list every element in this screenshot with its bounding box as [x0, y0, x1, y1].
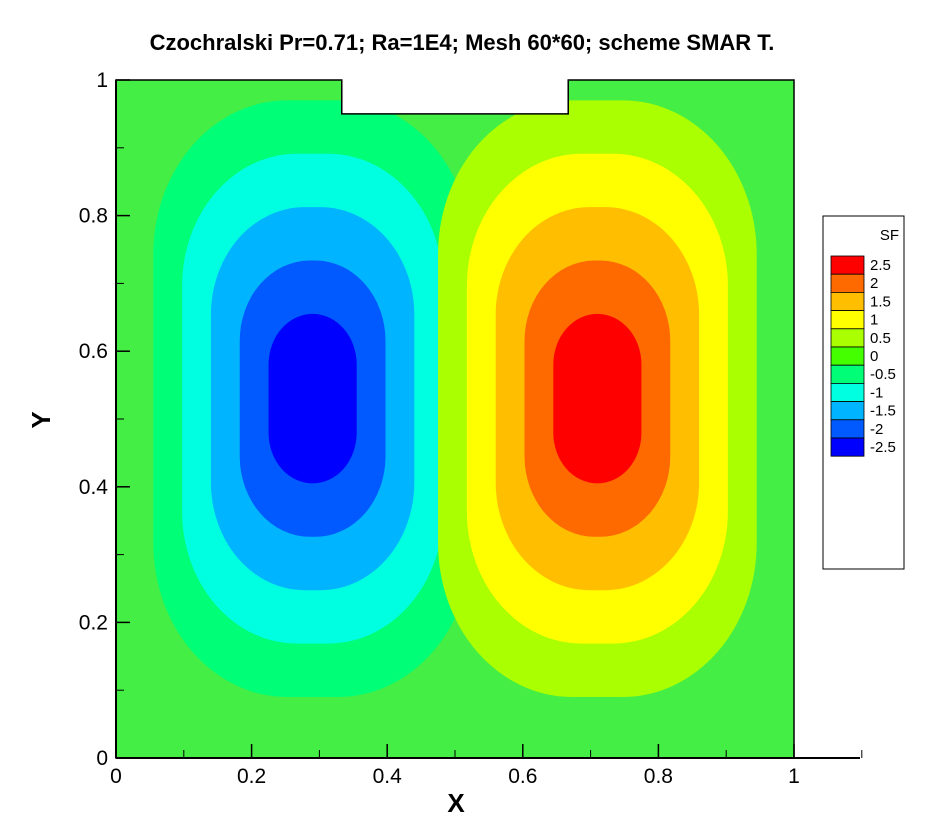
- y-tick-label: 0.2: [79, 611, 108, 634]
- x-tick-label: 0.2: [237, 765, 266, 788]
- contour-fill-group: [116, 80, 794, 758]
- legend-label: 1.5: [870, 293, 891, 310]
- y-axis-label: Y: [26, 411, 56, 428]
- contour-band-pos-5: [553, 313, 642, 484]
- legend-label: -1: [870, 384, 883, 401]
- legend: SF 2.521.5 10.50-0.5-1 -1.5-2-2.5: [822, 215, 905, 570]
- x-tick-label: 0.8: [644, 765, 673, 788]
- legend-label: 0.5: [870, 330, 891, 347]
- x-tick-label: 1: [788, 765, 800, 788]
- x-tick-label: 0: [110, 765, 122, 788]
- y-tick-label: 0.8: [79, 205, 108, 228]
- x-axis-label: X: [447, 788, 465, 818]
- legend-swatch: [830, 364, 865, 384]
- legend-swatch: [830, 255, 865, 275]
- y-tick-label: 1: [96, 69, 108, 92]
- legend-label: -2: [870, 421, 883, 438]
- legend-label: 1: [870, 312, 878, 329]
- y-tick-label: 0.4: [79, 476, 109, 499]
- legend-label: 2.5: [870, 257, 891, 274]
- legend-swatch: [830, 346, 865, 366]
- legend-label: -2.5: [870, 439, 896, 456]
- legend-swatch: [830, 401, 865, 421]
- legend-label: 2: [870, 275, 878, 292]
- x-tick-label: 0.4: [373, 765, 403, 788]
- legend-swatch: [830, 291, 865, 311]
- y-tick-label: 0.6: [79, 340, 108, 363]
- legend-label: -1.5: [870, 403, 896, 420]
- legend-title: SF: [880, 227, 899, 244]
- legend-swatch: [830, 273, 865, 293]
- x-tick-label: 0.6: [508, 765, 537, 788]
- chart-title: Czochralski Pr=0.71; Ra=1E4; Mesh 60*60;…: [150, 30, 775, 55]
- legend-label: -0.5: [870, 366, 896, 383]
- legend-swatch: [830, 310, 865, 330]
- legend-swatch: [830, 382, 865, 402]
- axes: 0 0.2 0.4 0.6 0.8 1 0 0.2 0.4 0.6 0.8 1: [79, 69, 863, 788]
- legend-swatch: [830, 419, 865, 439]
- contour-band-neg-5: [268, 313, 357, 484]
- legend-swatch: [830, 437, 865, 457]
- legend-label: 0: [870, 348, 878, 365]
- legend-swatch: [830, 328, 865, 348]
- y-tick-label: 0: [96, 747, 108, 770]
- domain-outline: [115, 79, 795, 759]
